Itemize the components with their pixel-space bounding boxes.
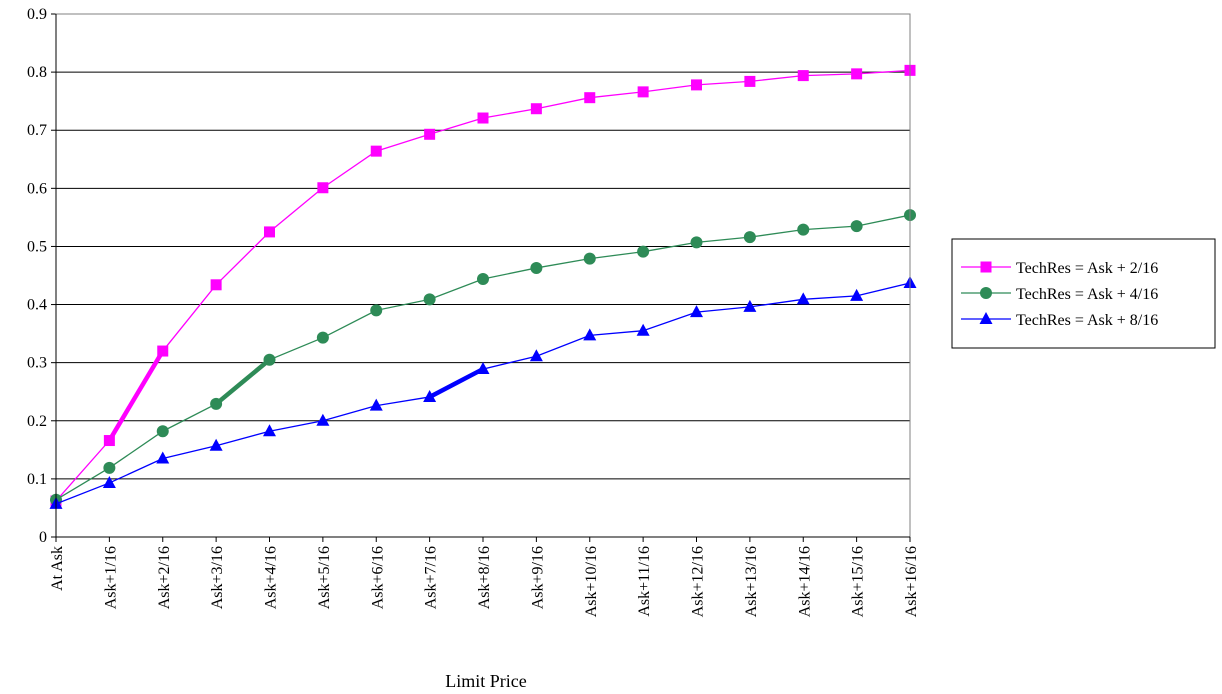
data-point bbox=[477, 112, 489, 124]
legend-label: TechRes = Ask + 8/16 bbox=[1016, 312, 1158, 329]
data-point bbox=[156, 425, 169, 438]
legend-marker bbox=[980, 261, 992, 273]
data-point bbox=[797, 223, 810, 236]
data-point bbox=[690, 305, 703, 318]
data-point bbox=[370, 145, 382, 157]
data-point bbox=[263, 353, 276, 366]
data-point bbox=[424, 128, 436, 140]
x-axis-title: Limit Price bbox=[445, 671, 526, 691]
legend-marker bbox=[979, 312, 993, 324]
y-tick-label: 0.8 bbox=[27, 64, 47, 81]
data-point bbox=[637, 245, 650, 258]
y-tick-label: 0.7 bbox=[27, 122, 47, 139]
data-point bbox=[690, 236, 703, 249]
highlight-segment bbox=[107, 348, 165, 443]
x-tick-label: Ask+15/16 bbox=[850, 546, 867, 617]
x-tick-label: Ask+5/16 bbox=[316, 546, 333, 609]
y-tick-label: 0.2 bbox=[27, 413, 47, 430]
data-point bbox=[636, 323, 650, 336]
x-tick-label: Ask+1/16 bbox=[102, 546, 119, 609]
x-tick-label: Ask+11/16 bbox=[636, 546, 653, 617]
data-point bbox=[264, 226, 275, 238]
data-point bbox=[583, 252, 596, 265]
data-point bbox=[370, 304, 383, 317]
data-point bbox=[317, 182, 329, 194]
x-tick-label: Ask+2/16 bbox=[156, 546, 173, 609]
data-point bbox=[209, 438, 223, 451]
y-tick-label: 0.9 bbox=[27, 6, 47, 23]
series-2 bbox=[50, 209, 916, 506]
data-point bbox=[743, 231, 756, 244]
data-point bbox=[156, 451, 170, 464]
data-point bbox=[210, 279, 222, 291]
series-line bbox=[55, 69, 911, 502]
data-point bbox=[103, 435, 115, 447]
data-point bbox=[476, 362, 490, 375]
series-layer bbox=[49, 64, 917, 509]
x-tick-label: Ask+8/16 bbox=[476, 546, 493, 609]
data-point bbox=[796, 292, 810, 305]
y-tick-label: 0.1 bbox=[27, 471, 47, 488]
data-point bbox=[851, 68, 863, 80]
data-point bbox=[744, 75, 756, 87]
x-tick-label: Ask+7/16 bbox=[423, 546, 440, 609]
data-point bbox=[584, 92, 596, 104]
data-point bbox=[530, 261, 543, 274]
series-3 bbox=[49, 276, 917, 509]
data-point bbox=[316, 413, 330, 426]
legend-entry: TechRes = Ask + 8/16 bbox=[961, 312, 1158, 329]
series-line bbox=[55, 214, 911, 501]
legend-label: TechRes = Ask + 2/16 bbox=[1016, 260, 1158, 277]
data-point bbox=[583, 328, 597, 341]
data-point bbox=[423, 389, 437, 402]
data-point bbox=[850, 288, 864, 301]
legend: TechRes = Ask + 2/16 TechRes = Ask + 4/16… bbox=[951, 238, 1216, 349]
x-tick-label: Ask+13/16 bbox=[743, 546, 760, 617]
x-tick-label: Ask+6/16 bbox=[369, 546, 386, 609]
legend-label: TechRes = Ask + 4/16 bbox=[1016, 286, 1158, 303]
highlight-segment bbox=[427, 366, 486, 400]
y-tick-label: 0.3 bbox=[27, 355, 47, 372]
series-line bbox=[55, 282, 911, 505]
data-point bbox=[316, 331, 329, 344]
y-tick-label: 0 bbox=[39, 529, 47, 546]
x-tick-label: Ask+3/16 bbox=[209, 546, 226, 609]
series-1 bbox=[50, 64, 916, 507]
highlight-segment bbox=[213, 357, 272, 407]
data-point bbox=[423, 293, 436, 306]
x-tick-label: At Ask bbox=[49, 546, 66, 591]
data-point bbox=[102, 475, 116, 488]
y-tick-label: 0.4 bbox=[27, 297, 47, 314]
x-tick-label: Ask+10/16 bbox=[583, 546, 600, 617]
x-tick-label: Ask+16/16 bbox=[903, 546, 920, 617]
x-tick-label: Ask+9/16 bbox=[529, 546, 546, 609]
x-tick-label: Ask+4/16 bbox=[263, 546, 280, 609]
y-tick-label: 0.5 bbox=[27, 238, 47, 255]
data-point bbox=[529, 349, 543, 362]
legend-marker bbox=[980, 287, 992, 299]
data-point bbox=[691, 79, 702, 91]
data-point bbox=[797, 70, 809, 82]
data-point bbox=[369, 398, 383, 411]
data-point bbox=[743, 299, 757, 312]
legend-entry: TechRes = Ask + 2/16 bbox=[961, 260, 1158, 277]
data-point bbox=[210, 397, 223, 410]
data-point bbox=[530, 103, 542, 115]
data-point bbox=[157, 345, 169, 357]
x-tick-label: Ask+12/16 bbox=[690, 546, 707, 617]
legend-entry: TechRes = Ask + 4/16 bbox=[961, 286, 1158, 303]
y-tick-label: 0.6 bbox=[27, 180, 47, 197]
data-point bbox=[263, 424, 276, 437]
data-point bbox=[477, 272, 489, 285]
data-point bbox=[637, 86, 649, 98]
y-axis-ticks: 0 0.1 0.2 0.3 0.4 0.5 0.6 0.7 0.8 0.9 bbox=[27, 6, 56, 546]
gridlines bbox=[56, 13, 910, 480]
data-point bbox=[850, 220, 863, 233]
x-axis-ticks: At Ask Ask+1/16 Ask+2/16 Ask+3/16 Ask+4/16 As… bbox=[49, 537, 920, 617]
data-point bbox=[103, 461, 116, 474]
x-tick-label: Ask+14/16 bbox=[796, 546, 813, 617]
